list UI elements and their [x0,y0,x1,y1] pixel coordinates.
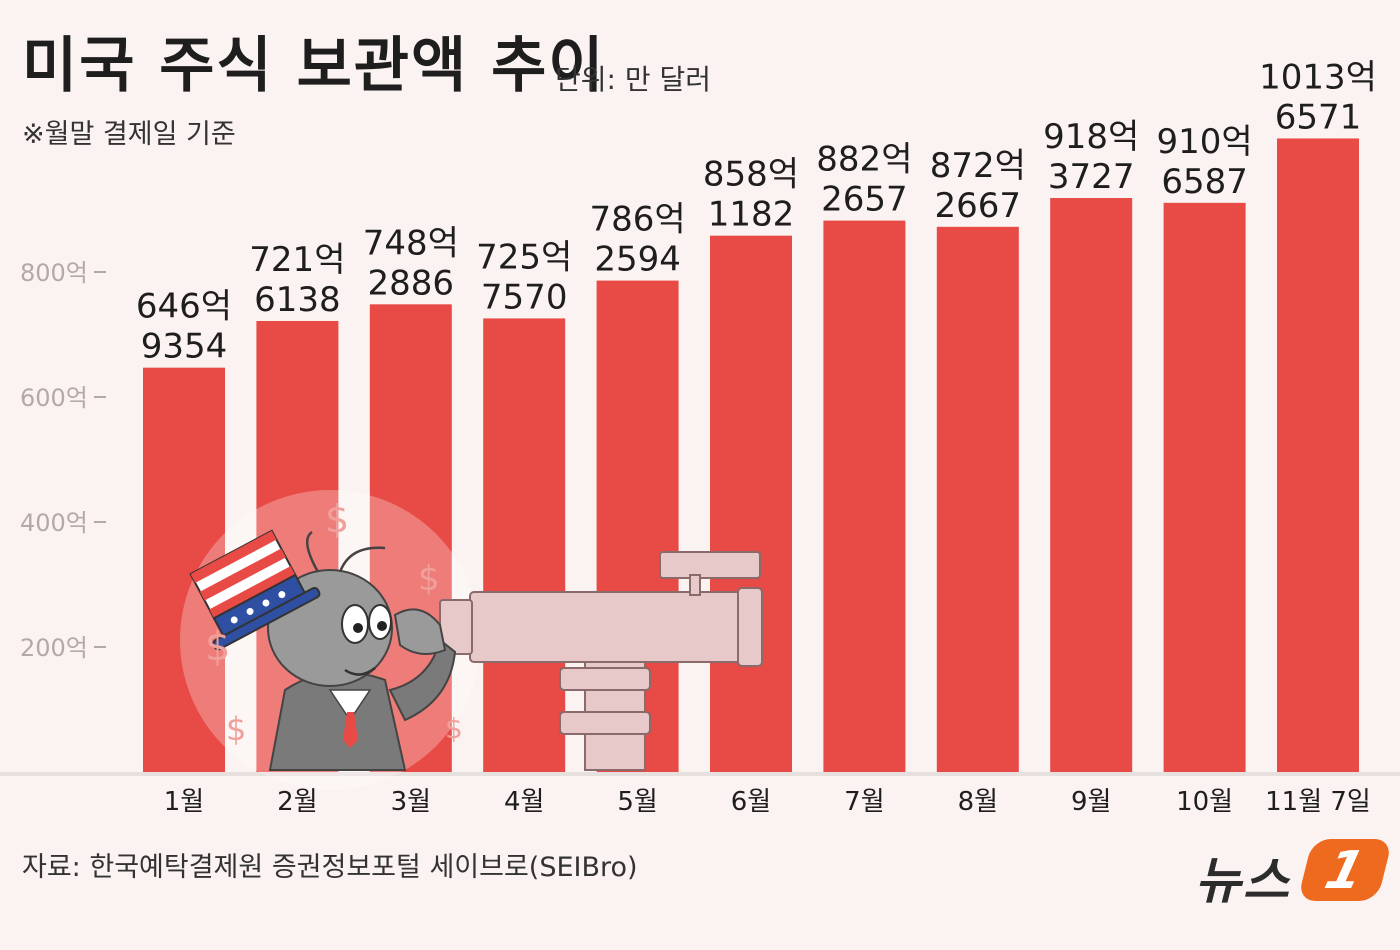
data-label-line2: 6138 [254,280,341,320]
telescope-stand-joint [559,667,651,691]
page-title: 미국 주식 보관액 추이 [22,31,606,101]
x-tick-label: 10월 [1176,787,1233,817]
necktie [343,712,358,748]
data-label-line1: 1013억 [1259,57,1377,97]
x-tick-label: 2월 [277,787,317,817]
x-tick-label: 9월 [1071,787,1111,817]
data-label-line1: 786억 [590,200,686,240]
bar [936,226,1019,772]
data-label-line2: 2886 [368,263,455,303]
y-tick-label: 400억 [20,509,88,537]
bar [823,220,906,773]
x-tick-label: 6월 [731,787,771,817]
bar [483,318,566,772]
data-label-line2: 7570 [481,277,568,317]
data-label-line2: 3727 [1048,157,1135,197]
x-tick-label: 5월 [617,787,657,817]
data-label-line2: 2594 [594,240,681,280]
telescope-finder [659,551,761,579]
pupil-left [353,623,363,633]
y-tick-label: 800억 [20,259,88,287]
data-label-line1: 725억 [476,237,572,277]
news1-logo: 뉴스 1 [1195,835,1393,910]
source-note: 자료: 한국예탁결제원 증권정보포털 세이브로(SEIBro) [22,852,638,883]
logo-text: 뉴스 [1195,852,1291,910]
uncle-sam-telescope-illustration: $ $ $ $ $ [180,490,763,790]
suit-body [268,671,407,771]
telescope-finder-mount [689,574,701,596]
basis-note: ※월말 결제일 기준 [22,119,236,150]
telescope-body [469,591,746,663]
logo-badge-number: 1 [1319,841,1371,901]
dollar-icon: $ [325,497,349,541]
x-tick-label: 1월 [164,787,204,817]
unit-label: 단위: 만 달러 [555,63,712,96]
data-label-line2: 9354 [141,327,228,367]
data-label-line2: 2657 [821,180,908,220]
bar [1163,202,1246,772]
data-label-line2: 2667 [935,186,1022,226]
data-label-line1: 882억 [816,140,912,180]
antenna-left [305,530,320,573]
data-label-line1: 872억 [930,146,1026,186]
x-tick-label: 4월 [504,787,544,817]
x-tick-label: 8월 [958,787,998,817]
antenna-right [338,546,386,573]
uncle-sam-hat [189,529,321,651]
dollar-icon: $ [205,624,230,670]
x-axis-baseline [0,772,1400,776]
mouth [344,667,376,676]
data-label-line2: 1182 [708,195,795,235]
bar [710,235,792,772]
pupil-right [377,621,387,631]
x-tick-label: 7월 [844,787,884,817]
dollar-icon: $ [445,712,463,745]
dollar-icon: $ [418,559,440,599]
hand [393,608,447,655]
bar [1277,138,1359,773]
data-label-line1: 646억 [136,287,232,327]
arm [388,638,457,722]
shirt-collar [328,689,372,722]
logo-badge: 1 [1297,839,1393,901]
telescope-stand-clamp [559,711,651,735]
dollar-icon: $ [226,710,246,748]
data-label-line2: 6571 [1275,97,1362,137]
y-tick-label: 200억 [20,634,88,662]
x-tick-label: 11월 7일 [1265,787,1371,817]
telescope-lens [737,587,763,667]
data-label-line1: 918억 [1043,117,1139,157]
y-tick-label: 600억 [20,384,88,412]
data-label-line1: 858억 [703,155,799,195]
data-label-line1: 721억 [249,240,345,280]
data-label-line1: 910억 [1157,122,1253,162]
x-tick-label: 3월 [391,787,431,817]
data-label-line1: 748억 [363,223,459,263]
data-label-line2: 6587 [1161,162,1248,202]
bar [1050,198,1133,772]
